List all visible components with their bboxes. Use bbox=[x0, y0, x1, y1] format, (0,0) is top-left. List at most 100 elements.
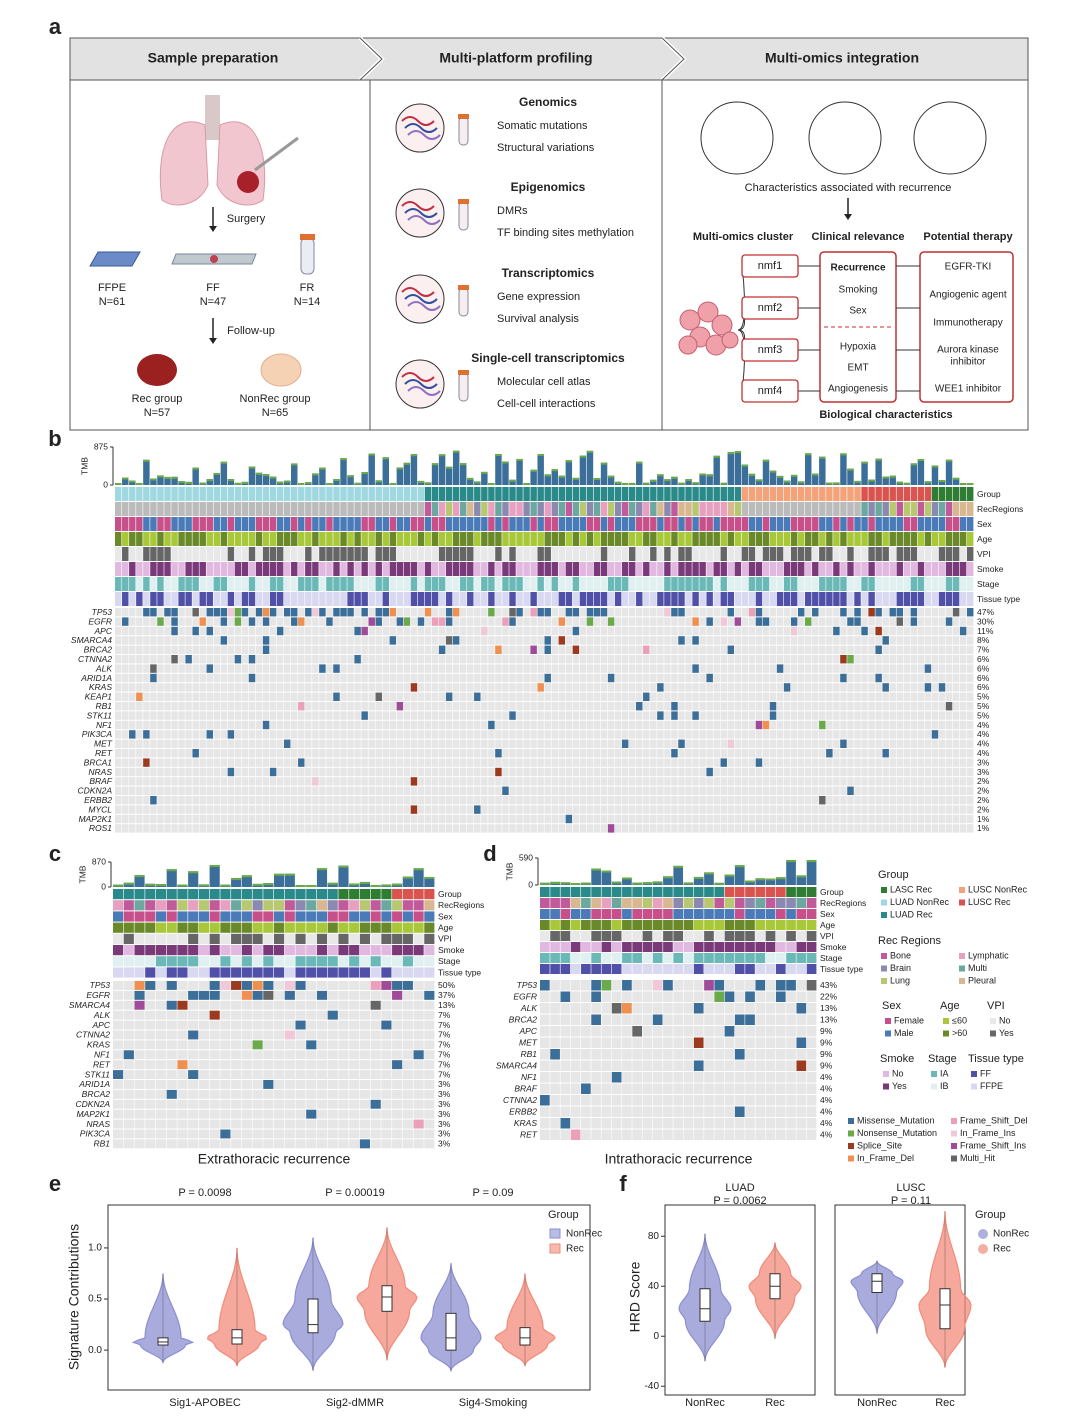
gene-cell bbox=[889, 702, 896, 711]
gene-cell bbox=[544, 617, 551, 626]
gene-cell bbox=[417, 814, 425, 824]
mutation bbox=[882, 749, 889, 758]
tmb-bar bbox=[460, 463, 467, 485]
gene-cell bbox=[593, 645, 601, 654]
tmb-bar-top bbox=[177, 884, 188, 887]
gene-cell bbox=[452, 739, 460, 748]
gene-cell bbox=[467, 730, 474, 739]
gene-cell bbox=[720, 655, 727, 664]
gene-cell bbox=[157, 664, 164, 673]
gene-cell bbox=[741, 626, 749, 636]
gene-cell bbox=[713, 777, 720, 786]
gene-cell bbox=[530, 664, 537, 673]
gene-cell bbox=[713, 720, 720, 730]
gene-cell bbox=[805, 767, 812, 777]
gene-cell bbox=[283, 758, 291, 767]
gene-cell bbox=[699, 608, 706, 617]
gene-cell bbox=[403, 730, 411, 739]
gene-cell bbox=[445, 645, 453, 654]
annotation-cell bbox=[392, 922, 403, 933]
gene-cell bbox=[431, 673, 439, 683]
gene-cell bbox=[875, 702, 882, 711]
gene-cell bbox=[593, 824, 601, 833]
annotation-cell bbox=[776, 502, 784, 516]
gene-cell bbox=[636, 720, 643, 730]
gene-cell bbox=[347, 645, 354, 654]
annotation-cell bbox=[298, 577, 305, 591]
annotation-cell bbox=[509, 547, 516, 561]
gene-cell bbox=[706, 805, 713, 814]
annotation-cell bbox=[241, 502, 249, 516]
gene-cell bbox=[720, 796, 727, 805]
gene-cell bbox=[312, 692, 319, 701]
gene-cell bbox=[227, 702, 235, 711]
gene-cell bbox=[354, 824, 361, 833]
annotation-cell bbox=[481, 517, 488, 531]
gene-cell bbox=[283, 749, 291, 758]
gene-cell bbox=[917, 683, 925, 692]
annotation-cell bbox=[544, 517, 551, 531]
gene-cell bbox=[628, 702, 636, 711]
gene-cell bbox=[713, 626, 720, 636]
gene-cell bbox=[861, 692, 868, 701]
gene-cell bbox=[206, 645, 213, 654]
annotation-cell bbox=[783, 562, 791, 576]
gene-cell bbox=[424, 814, 432, 824]
mutation bbox=[424, 990, 435, 1000]
gene-cell bbox=[452, 626, 460, 636]
gene-cell bbox=[122, 720, 129, 730]
gene-cell bbox=[741, 711, 749, 720]
annotation-cell bbox=[338, 922, 349, 933]
gene-cell bbox=[431, 645, 439, 654]
gene-cell bbox=[305, 711, 312, 720]
gene-cell bbox=[797, 711, 805, 720]
gene-cell bbox=[220, 814, 228, 824]
tmb-bar bbox=[403, 462, 411, 485]
clinical-box bbox=[819, 251, 897, 403]
gene-cell bbox=[185, 786, 192, 795]
gene-cell bbox=[213, 814, 221, 824]
gene-cell bbox=[966, 796, 974, 805]
tmb-bar-top bbox=[516, 458, 523, 461]
gene-cell bbox=[319, 655, 326, 664]
annotation-cell bbox=[530, 532, 537, 546]
gene-cell bbox=[903, 683, 911, 692]
gene-cell bbox=[903, 824, 911, 833]
gene-cell bbox=[340, 711, 347, 720]
gene-cell bbox=[403, 767, 411, 777]
annotation-cell bbox=[776, 547, 784, 561]
annotation-cell bbox=[565, 487, 573, 501]
gene-cell bbox=[530, 655, 537, 664]
gene-cell bbox=[474, 655, 481, 664]
gene-cell bbox=[530, 739, 537, 748]
annotation-cell bbox=[910, 562, 918, 576]
gene-cell bbox=[291, 824, 298, 833]
tmb-bar-top bbox=[537, 454, 544, 457]
gene-cell bbox=[220, 1010, 231, 1020]
gene-cell bbox=[966, 767, 974, 777]
mutation bbox=[755, 720, 763, 730]
gene-cell bbox=[678, 758, 685, 767]
gene-cell bbox=[868, 749, 875, 758]
therapy: Angiogenic agent bbox=[929, 290, 1007, 301]
gene-cell bbox=[178, 711, 185, 720]
annotation-cell bbox=[607, 532, 615, 546]
mutation bbox=[206, 664, 213, 673]
annotation-cell bbox=[692, 502, 699, 516]
annotation-cell bbox=[284, 933, 295, 944]
gene-cell bbox=[417, 777, 425, 786]
gene-cell bbox=[805, 608, 812, 617]
gene-cell bbox=[143, 626, 150, 636]
gene-cell bbox=[438, 702, 446, 711]
gene-cell bbox=[783, 655, 791, 664]
tmb-bar-top bbox=[227, 479, 235, 482]
mutation bbox=[171, 626, 178, 636]
gene-cell bbox=[262, 702, 270, 711]
annotation-cell bbox=[269, 502, 277, 516]
tmb-bar bbox=[327, 882, 338, 887]
gene-cell bbox=[931, 617, 939, 626]
gene-cell bbox=[797, 664, 805, 673]
gene-cell bbox=[762, 786, 770, 795]
gene-cell bbox=[966, 655, 974, 664]
gene-cell bbox=[706, 645, 713, 654]
